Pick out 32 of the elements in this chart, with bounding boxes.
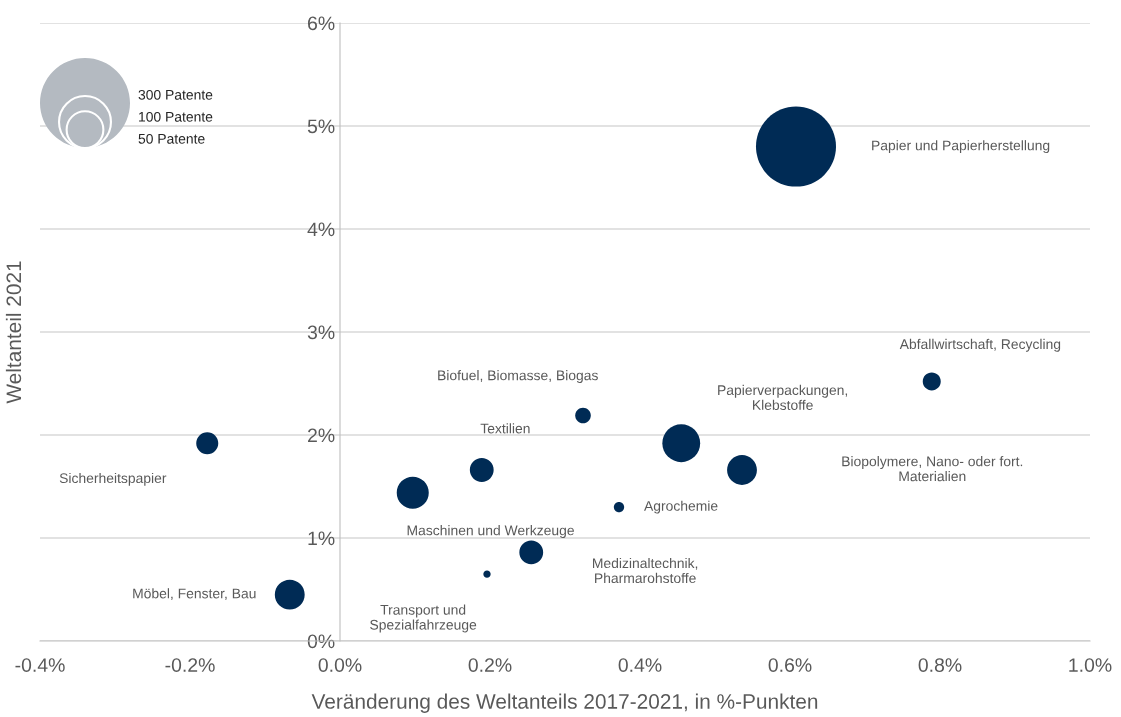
annotation: Papierverpackungen, Klebstoffe [718, 384, 848, 410]
y-axis-title: Weltanteil 2021 [5, 261, 22, 404]
x-axis-title: Veränderung des Weltanteils 2017-2021, in %-Punkten [311, 693, 818, 713]
y-tick-label: 0% [307, 634, 335, 649]
annotation: Medizinaltechnik, Pharmarohstoffe [593, 557, 698, 584]
y-tick-label: 4% [307, 222, 335, 237]
x-tick-label: 0.4% [618, 658, 662, 672]
y-tick-label: 1% [308, 531, 335, 546]
y-tick-label: 6% [308, 16, 335, 31]
y-tick-label: 2% [308, 428, 335, 443]
legend-label: 50 Patente [138, 133, 205, 144]
x-tick-label: 0.6% [768, 658, 812, 672]
x-tick-label: 0.2% [468, 658, 512, 672]
annotation: Textilien [480, 423, 530, 434]
annotation: Papier und Papierherstellung [872, 140, 1050, 154]
annotation: Möbel, Fenster, Bau [133, 588, 256, 601]
x-tick-label: -0.4% [15, 658, 65, 672]
annotation: Transport und Spezialfahrzeuge [370, 604, 477, 633]
annotation: Abfallwirtschaft, Recycling [899, 338, 1061, 352]
annotation: Agrochemie [644, 500, 718, 514]
legend-label: 300 Patente [138, 89, 213, 100]
x-tick-label: 0.8% [918, 658, 962, 672]
y-tick-label: 5% [307, 119, 335, 134]
annotation: Maschinen und Werkzeuge [407, 525, 574, 539]
y-tick-label: 3% [307, 325, 335, 340]
annotation: Sicherheitspapier [59, 472, 167, 486]
annotation: Biofuel, Biomasse, Biogas [438, 370, 598, 384]
legend-label: 100 Patente [139, 111, 213, 122]
x-tick-label: 1.0% [1069, 658, 1112, 672]
annotation: Biopolymere, Nano- oder fort. Materialien [842, 456, 1023, 482]
x-tick-label: -0.2% [165, 658, 215, 672]
x-tick-label: 0.0% [318, 658, 362, 672]
